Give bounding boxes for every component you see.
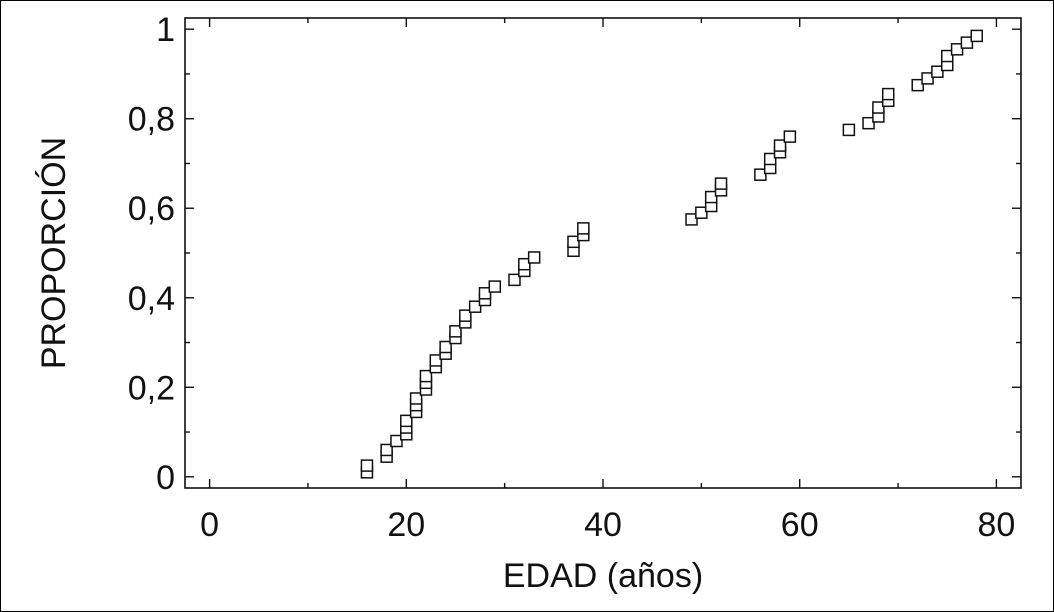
- data-point: [970, 29, 983, 43]
- data-point: [921, 72, 934, 85]
- data-point: [488, 280, 502, 293]
- data-point: [950, 43, 964, 56]
- data-point: [695, 206, 708, 219]
- data-point: [567, 235, 580, 249]
- data-point: [714, 177, 728, 190]
- x-axis-tick-labels: 0 20 40 60 80: [200, 506, 1015, 544]
- y-tick-label: 0,8: [128, 101, 175, 139]
- data-point: [940, 49, 954, 63]
- axis-ticks: [185, 18, 1021, 488]
- data-point: [911, 78, 924, 92]
- data-point: [763, 152, 777, 166]
- y-tick-label: 1: [156, 11, 175, 49]
- data-point: [380, 443, 393, 457]
- data-point: [527, 251, 541, 264]
- data-point: [881, 87, 895, 101]
- data-point: [468, 300, 482, 313]
- plot-area: [184, 17, 1022, 489]
- data-point: [783, 130, 797, 143]
- x-tick-label: 40: [584, 506, 622, 544]
- data-point: [931, 65, 944, 78]
- y-axis-tick-labels: 0 0,2 0,4 0,6 0,8 1: [128, 11, 175, 497]
- data-point: [577, 222, 590, 235]
- data-point: [449, 325, 462, 338]
- data-point: [419, 369, 433, 383]
- x-tick-label: 20: [387, 506, 425, 544]
- data-point: [704, 190, 718, 204]
- data-point: [773, 139, 787, 152]
- data-point: [400, 414, 413, 428]
- x-axis-title: EDAD (años): [503, 557, 703, 595]
- data-point: [478, 287, 492, 300]
- data-point: [439, 340, 452, 354]
- x-tick-label: 0: [200, 506, 219, 544]
- data-point: [754, 168, 767, 181]
- data-point: [518, 257, 531, 271]
- y-tick-label: 0: [156, 459, 175, 497]
- y-tick-label: 0,2: [128, 369, 175, 407]
- data-points: [360, 29, 983, 479]
- data-point: [872, 101, 885, 114]
- x-tick-label: 80: [977, 506, 1015, 544]
- y-tick-label: 0,4: [128, 280, 175, 318]
- y-axis-title: PROPORCIÓN: [35, 137, 73, 369]
- y-tick-label: 0,6: [128, 190, 175, 228]
- data-point: [390, 434, 403, 448]
- data-point: [508, 273, 521, 287]
- data-point: [685, 213, 698, 226]
- x-tick-label: 60: [781, 506, 819, 544]
- data-point: [429, 354, 443, 367]
- data-point: [842, 123, 856, 137]
- data-point: [360, 459, 374, 472]
- data-point: [409, 392, 423, 405]
- data-point: [862, 116, 875, 130]
- data-point: [960, 36, 974, 49]
- data-point: [459, 309, 472, 322]
